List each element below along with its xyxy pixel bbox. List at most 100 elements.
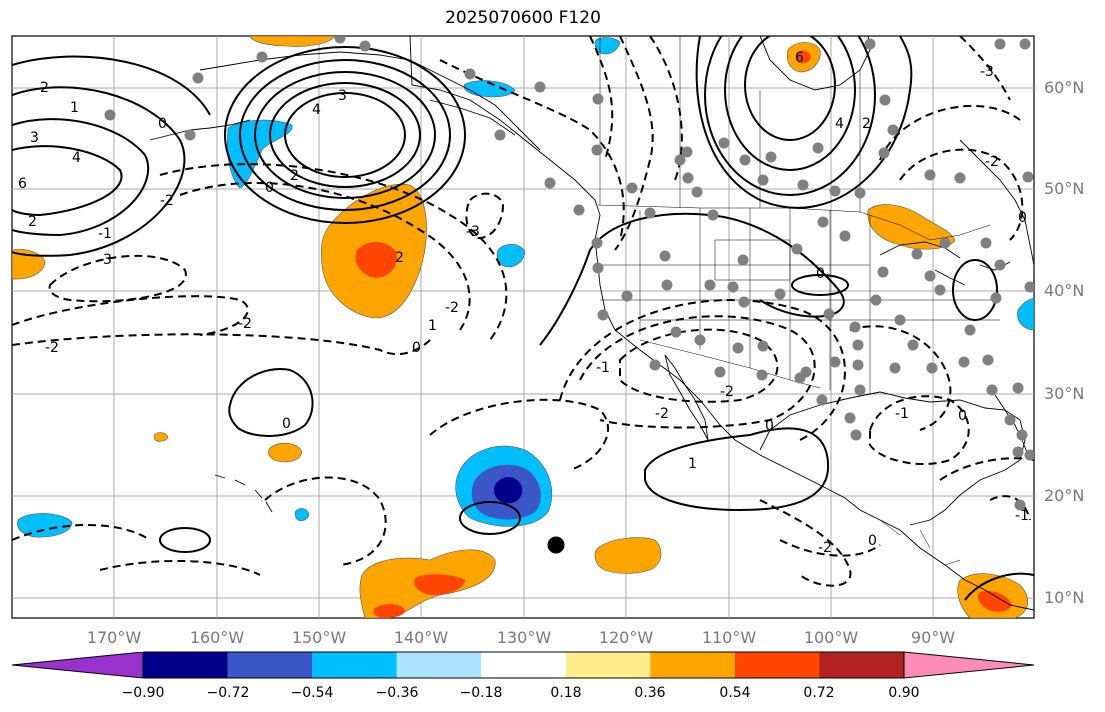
anomaly-positive-great-lakes [867,204,956,250]
anomaly-positive-hudson-core [796,50,811,64]
station-marker [1012,446,1024,458]
station-marker [844,412,856,424]
station-marker [592,262,604,274]
contour-high-hudson-2 [724,36,856,171]
contour-label: 1 [70,100,79,116]
colorbar-tick-labels: −0.90 −0.72 −0.54 −0.36 −0.18 0.18 0.36 … [122,685,920,701]
contour-label: -2 [45,340,59,356]
contour-label: -3 [980,64,994,80]
contour-label: -2 [160,193,174,209]
canada-provinces [599,36,861,212]
contour-labels: 2 1 3 4 6 2 0 4 3 2 0 -2 3 -1 -3 -2 -2 2… [18,50,1029,556]
station-marker [674,154,686,166]
colorbar-segment [819,652,905,678]
anomaly-negative-arctic [594,37,621,55]
contour-label: 0 [816,266,825,282]
lon-label-90w: 90°W [911,628,955,647]
station-marker [1024,281,1034,293]
contour-high-gulf-2 [269,82,421,188]
contour-neg-caribbean-2 [779,539,881,557]
station-marker [573,204,585,216]
station-marker [192,72,204,84]
contour-high-gulf-1 [284,92,406,178]
colorbar-segment [650,652,736,678]
colorbar-extension-low [12,652,143,678]
station-marker [958,356,970,368]
station-marker [823,308,835,320]
hawaiian-islands [214,474,273,513]
longitude-axis: 170°W 160°W 150°W 140°W 130°W 120°W 110°… [87,628,955,647]
station-marker [774,288,786,300]
colorbar-tick-label: 0.90 [888,685,919,701]
station-marker [870,294,882,306]
station-marker [591,144,603,156]
station-marker [597,309,609,321]
contour-label: 0 [265,180,274,196]
station-marker [494,129,506,141]
anomaly-positive-core-gulf [355,241,397,278]
contour-small-east-pacific [459,501,521,535]
station-marker [626,182,638,194]
station-marker [994,259,1006,271]
station-marker [879,94,891,106]
contour-neg-mexico-3 [559,299,846,441]
contour-neg-pacific-1 [179,182,471,331]
contour-high-hudson-3 [704,36,876,196]
station-marker [534,81,546,93]
contour-neg-atlantic-2 [939,457,1034,481]
station-marker [1016,429,1028,441]
us-canada-border [597,204,991,241]
contour-west-ridge-3 [12,86,186,257]
station-marker [850,429,862,441]
contour-one-mexico [644,427,830,512]
anomaly-negative-east-pacific-core [493,476,523,504]
station-marker [812,142,824,154]
station-marker [334,36,346,44]
station-marker [694,334,706,346]
contour-neg-south-2 [264,476,387,566]
station-marker [924,270,936,282]
anomaly-negative-west-2 [294,508,310,521]
colorbar-tick-label: −0.90 [122,685,165,701]
contour-neg-atlantic-3 [989,495,1031,521]
contour-high-gulf-4 [239,59,451,211]
lat-label-30n: 30°N [1044,384,1084,403]
contour-central-america [964,572,1034,601]
contour-neg-atlantic-1 [869,395,970,466]
anomaly-positive-mexico-coast [594,537,662,574]
station-marker [1012,382,1024,394]
lon-label-170w: 170°W [87,628,142,647]
station-marker [1024,449,1034,461]
contour-label: 0 [1018,210,1027,226]
station-marker [765,151,777,163]
station-marker [1019,38,1031,50]
contour-neg-south-3 [12,524,261,576]
station-marker [1022,171,1034,183]
station-marker [982,354,994,366]
station-marker [757,340,769,352]
station-marker [670,326,682,338]
colorbar-tick-label: 0.54 [719,685,750,701]
station-marker [1004,414,1016,426]
station-marker [359,40,371,52]
colorbar-segment [312,652,398,678]
contour-label: -2 [720,384,734,400]
contour-label: 2 [28,214,37,230]
station-marker [986,384,998,396]
contour-label: -1 [98,226,112,242]
station-marker [621,290,633,302]
contour-label: -1 [895,406,909,422]
station-marker [739,154,751,166]
station-marker [990,292,1002,304]
colorbar-tick-label: −0.18 [460,685,503,701]
station-marker [738,296,750,308]
station-marker [954,172,966,184]
station-marker [649,359,661,371]
contour-label: 1 [688,456,697,472]
contour-label: 2 [290,168,299,184]
contour-neg-east-north-1 [899,148,1024,241]
anomaly-positive-hawaii [268,442,303,463]
contour-label: 0 [282,416,291,432]
station-marker [852,339,864,351]
lat-label-20n: 20°N [1044,486,1084,505]
